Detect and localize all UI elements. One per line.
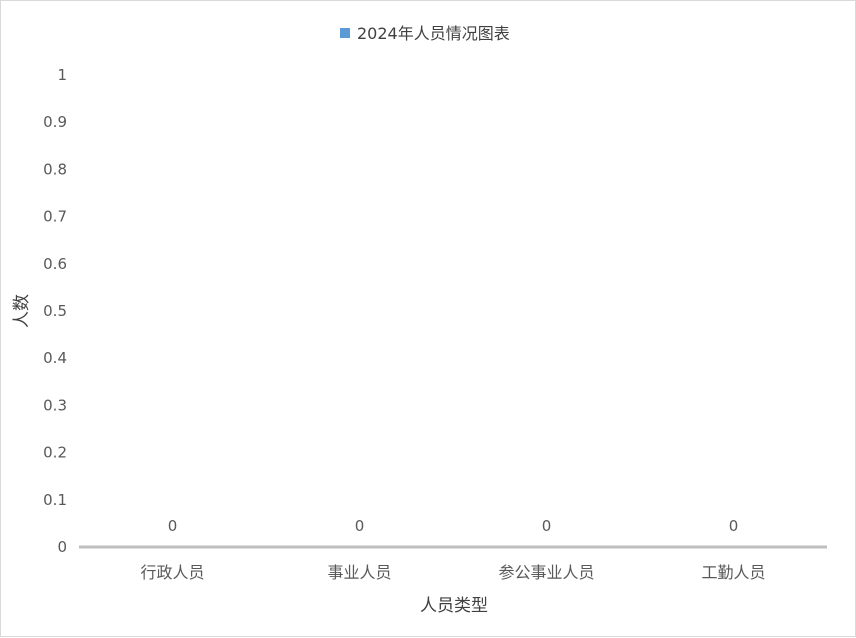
y-tick-label: 0: [57, 538, 67, 556]
y-tick-label: 0.2: [43, 444, 67, 462]
x-tick-label: 参公事业人员: [498, 563, 594, 582]
y-tick-label: 0.4: [43, 349, 67, 367]
y-tick-label: 0.5: [43, 302, 67, 320]
data-label: 0: [729, 517, 739, 535]
y-tick-label: 1: [57, 66, 67, 84]
y-tick-label: 0.6: [43, 255, 67, 273]
y-tick-label: 0.9: [43, 113, 67, 131]
y-axis-title: 人数: [12, 294, 32, 328]
data-label: 0: [355, 517, 365, 535]
y-tick-label: 0.3: [43, 396, 67, 414]
y-tick-label: 0.8: [43, 160, 67, 178]
data-label: 0: [168, 517, 178, 535]
x-tick-label: 事业人员: [327, 563, 391, 582]
data-label: 0: [542, 517, 552, 535]
legend: 2024年人员情况图表: [340, 24, 510, 43]
x-tick-label: 工勤人员: [701, 563, 765, 582]
x-tick-labels: 行政人员 事业人员 参公事业人员 工勤人员: [140, 563, 765, 582]
data-labels: 0 0 0 0: [168, 517, 739, 535]
y-tick-label: 0.7: [43, 208, 67, 226]
x-axis-title: 人员类型: [420, 596, 488, 616]
x-tick-label: 行政人员: [140, 563, 204, 582]
y-tick-label: 0.1: [43, 491, 67, 509]
legend-label: 2024年人员情况图表: [357, 24, 510, 43]
legend-swatch: [340, 28, 350, 38]
y-tick-labels: 0 0.1 0.2 0.3 0.4 0.5 0.6 0.7 0.8 0.9 1: [43, 66, 67, 556]
